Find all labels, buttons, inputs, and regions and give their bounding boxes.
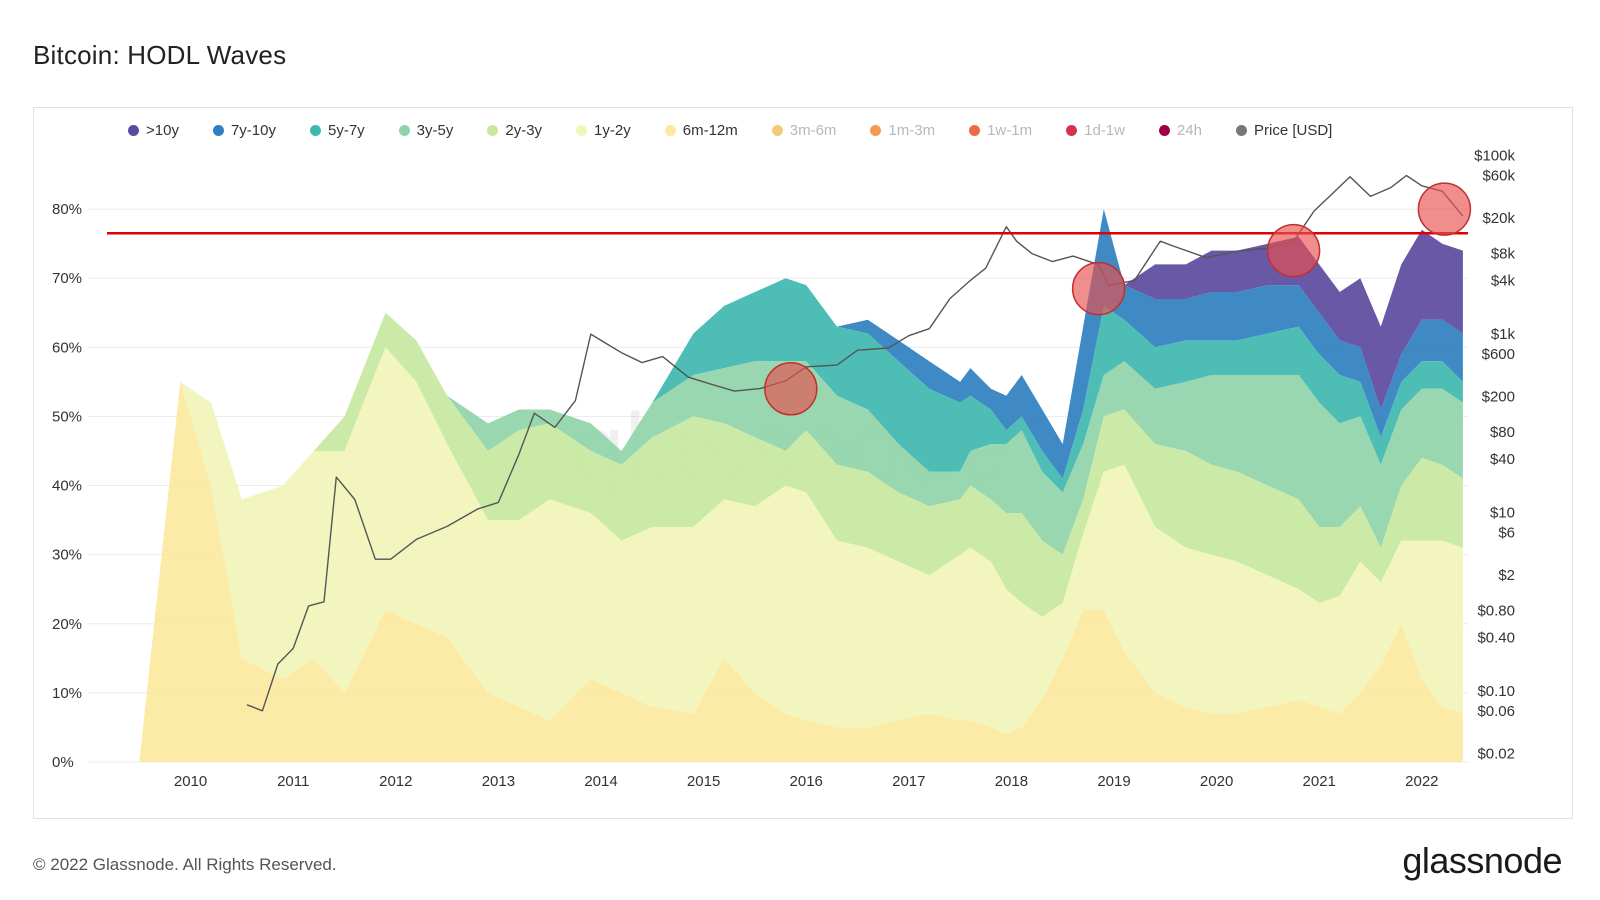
x-tick-label: 2016 [790,773,823,790]
legend-label: 1d-1w [1084,122,1125,139]
area-layer [139,209,1463,763]
y-left-tick-label: 20% [52,616,82,633]
y-left-tick-label: 40% [52,478,82,495]
y-left-tick-label: 50% [52,408,82,425]
y-left-tick-label: 0% [52,754,74,771]
y-right-tick-label: $60k [1482,168,1515,185]
copyright-text: © 2022 Glassnode. All Rights Reserved. [33,855,337,874]
legend-dot-icon [870,125,882,136]
legend-dot-icon [1066,125,1078,136]
legend-item[interactable]: 1y-2y [576,122,631,139]
x-tick-label: 2021 [1303,773,1336,790]
x-tick-label: 2020 [1200,773,1233,790]
highlight-circle [1417,182,1472,236]
legend-label: 5y-7y [327,122,365,139]
legend-item[interactable]: 1w-1m [969,122,1032,139]
legend-item[interactable]: 7y-10y [212,122,276,139]
y-right-tick-label: $40 [1490,451,1515,468]
glassnode-logo: glassnode [1402,840,1562,881]
axis-layer: 80% 70% 60% 50% 40% 30% 20% 10% 0% 2010 2011 2012 20… [52,148,1515,790]
legend-dot-icon [969,125,981,136]
chart-title: Bitcoin: HODL Waves [33,40,287,70]
y-right-tick-label: $6 [1498,524,1515,541]
y-right-tick-label: $0.40 [1477,629,1515,646]
legend-label: Price [USD] [1254,122,1333,139]
y-right-tick-label: $4k [1491,272,1516,289]
legend-label: 3m-6m [789,122,837,139]
y-right-tick-label: $2 [1498,567,1515,584]
area-band-6m12m [139,381,1463,762]
x-tick-label: 2017 [892,773,925,790]
y-right-tick-label: $0.80 [1477,602,1515,619]
area-band-2y3y [139,312,1463,762]
legend: >10y 7y-10y 5y-7y 3y-5y 2y-3y 1y-2y 6m-12m 3m-6… [128,122,1366,139]
legend-label: 3y-5y [416,122,454,139]
legend-dot-icon [664,125,676,136]
legend-item[interactable]: 3y-5y [398,122,454,139]
legend-dot-icon [309,125,321,136]
legend-item[interactable]: 6m-12m [664,122,738,139]
legend-dot-icon [212,125,224,136]
y-right-tick-label: $0.10 [1477,683,1515,700]
y-right-tick-label: $0.02 [1477,745,1515,762]
legend-dot-icon [487,125,499,136]
legend-item[interactable]: Price [USD] [1236,122,1332,139]
legend-label: >10y [146,122,179,139]
legend-item[interactable]: 3m-6m [771,122,837,139]
legend-item[interactable]: 1m-3m [870,122,935,139]
y-left-tick-label: 30% [52,547,82,564]
highlight-circle [764,362,818,416]
x-tick-label: 2018 [995,773,1028,790]
legend-dot-icon [398,125,410,136]
y-right-tick-label: $80 [1490,424,1515,441]
annotation-layer [107,182,1472,416]
x-tick-label: 2015 [687,773,720,790]
legend-dot-icon [128,125,139,136]
area-band-1y2y [139,347,1463,762]
legend-item[interactable]: 5y-7y [309,122,365,139]
legend-label: 1y-2y [594,122,631,139]
y-right-tick-label: $600 [1482,346,1515,363]
y-right-tick-label: $100k [1474,148,1515,165]
x-tick-label: 2019 [1097,773,1130,790]
chart-frame [33,107,1573,819]
legend-dot-icon [1236,125,1247,136]
legend-dot-icon [1158,125,1170,136]
legend-label: 7y-10y [230,122,276,139]
legend-label: 24h [1176,122,1202,139]
legend-label: 1m-3m [888,122,936,139]
area-band-3y5y [139,312,1463,762]
x-tick-label: 2011 [277,773,309,790]
y-left-tick-label: 70% [52,270,82,287]
y-left-tick-label: 80% [52,201,82,218]
x-tick-label: 2014 [584,773,617,790]
y-right-tick-label: $20k [1482,210,1515,227]
x-tick-label: 2012 [379,773,412,790]
y-right-tick-label: $1k [1491,326,1516,343]
legend-label: 1w-1m [987,122,1033,139]
y-right-tick-label: $0.06 [1477,703,1515,720]
legend-item[interactable]: >10y [128,122,179,139]
legend-label: 6m-12m [682,122,738,139]
legend-label: 2y-3y [505,122,543,139]
highlight-circle [1071,261,1126,316]
y-left-tick-label: 60% [52,339,82,356]
x-tick-label: 2022 [1405,773,1438,790]
legend-dot-icon [771,125,783,136]
x-tick-label: 2013 [482,773,515,790]
legend-item[interactable]: 2y-3y [487,122,542,139]
legend-item[interactable]: 24h [1158,122,1202,139]
legend-dot-icon [576,125,588,136]
x-tick-label: 2010 [174,773,207,790]
y-right-tick-label: $200 [1482,388,1515,405]
y-right-tick-label: $10 [1490,505,1515,522]
highlight-circle [1266,223,1321,278]
legend-item[interactable]: 1d-1w [1066,122,1125,139]
y-left-tick-label: 10% [52,685,82,702]
y-right-tick-label: $8k [1491,246,1516,263]
